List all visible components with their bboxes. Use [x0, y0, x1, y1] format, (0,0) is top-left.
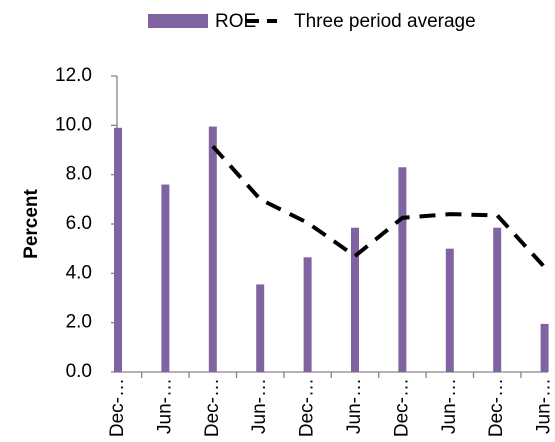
y-tick-label: 2.0: [66, 312, 92, 333]
y-tick-label: 6.0: [66, 213, 92, 234]
bar: [303, 257, 312, 372]
y-tick-label: 4.0: [66, 262, 92, 283]
x-tick-label: Dec-…: [107, 378, 128, 437]
bar: [256, 284, 265, 372]
legend-label: ROE: [215, 11, 256, 32]
bar: [114, 127, 122, 372]
x-tick-label: Jun-…: [439, 378, 460, 434]
y-tick-label: 10.0: [55, 114, 92, 135]
x-tick-label: Jun-…: [344, 378, 365, 434]
bar: [445, 248, 454, 372]
bar: [398, 167, 407, 372]
bar: [208, 126, 217, 372]
x-tick-label: Jun-…: [154, 378, 175, 434]
x-tick-label: Jun-…: [534, 378, 555, 434]
y-tick-label: 0.0: [66, 361, 92, 382]
x-tick-label: Dec-…: [202, 378, 223, 437]
bar: [540, 323, 549, 372]
x-tick-label: Dec-…: [391, 378, 412, 437]
bar: [161, 184, 170, 372]
bar: [351, 227, 359, 372]
line: [211, 144, 547, 269]
x-tick-label: Dec-…: [486, 378, 507, 437]
y-tick-label: 12.0: [55, 65, 92, 86]
legend-swatch: [148, 14, 208, 28]
y-tick-label: 8.0: [66, 164, 92, 185]
x-tick-label: Dec-…: [297, 378, 318, 437]
bar: [493, 227, 502, 372]
y-axis-label: Percent: [21, 188, 42, 258]
legend-label: Three period average: [294, 11, 476, 32]
x-tick-label: Jun-…: [249, 378, 270, 434]
